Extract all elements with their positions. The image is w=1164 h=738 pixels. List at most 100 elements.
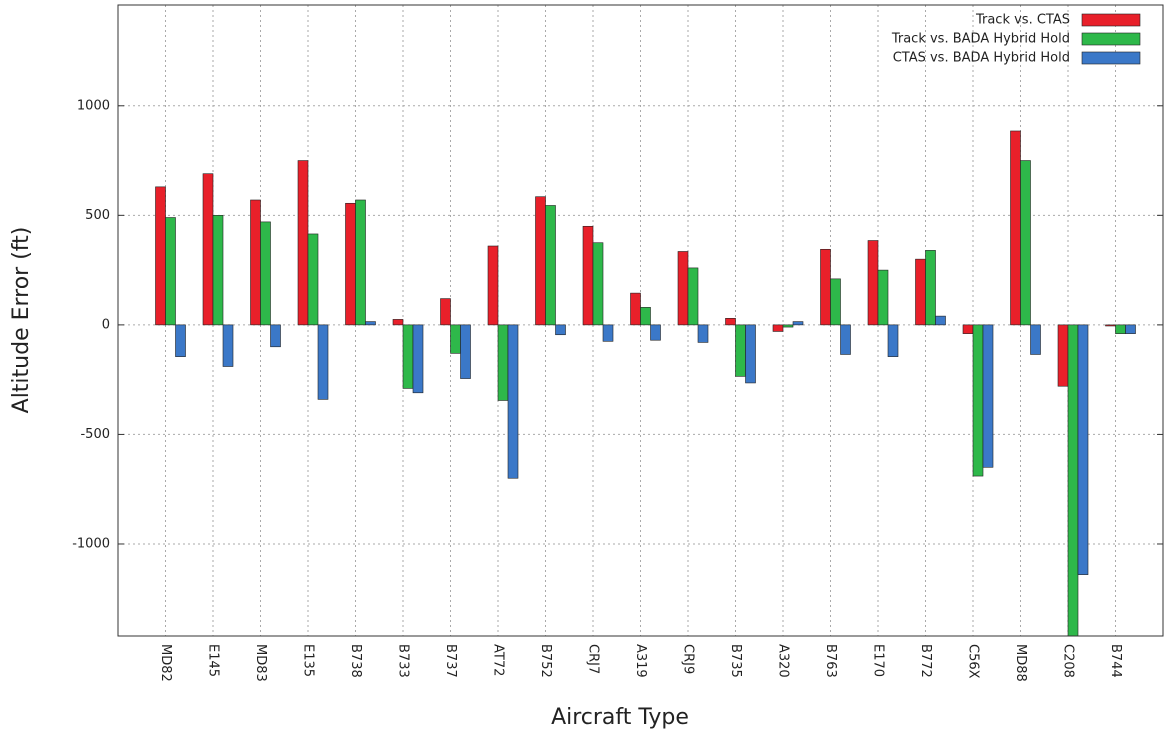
bar — [545, 205, 556, 326]
bar — [307, 233, 319, 326]
bar — [317, 324, 329, 400]
x-axis-title: Aircraft Type — [551, 705, 689, 730]
x-tick-label: B772 — [918, 644, 933, 678]
y-tick-label: 0 — [102, 317, 110, 332]
x-tick-label: B735 — [728, 644, 743, 678]
bar — [155, 186, 166, 326]
bar — [630, 292, 641, 326]
bar — [1010, 130, 1021, 326]
x-tick-label: E170 — [871, 644, 886, 677]
bar — [582, 225, 594, 326]
y-tick-label: -1000 — [72, 536, 110, 551]
bar — [782, 324, 794, 328]
bar — [1105, 324, 1116, 327]
bar — [650, 324, 661, 341]
x-tick-label: A319 — [633, 644, 648, 678]
bar — [687, 267, 699, 326]
bar — [250, 199, 261, 326]
bar — [175, 324, 186, 357]
x-tick-label: C56X — [966, 644, 981, 679]
x-tick-label: E145 — [206, 644, 221, 677]
bar — [1020, 160, 1031, 326]
legend-swatch — [1081, 13, 1141, 27]
bar — [555, 324, 566, 336]
x-tick-label: B738 — [348, 644, 363, 678]
bar — [935, 315, 946, 326]
x-tick-label: MD88 — [1013, 644, 1028, 682]
x-tick-label: AT72 — [491, 644, 506, 676]
legend-swatch — [1081, 32, 1141, 46]
bar — [640, 307, 651, 326]
bar — [402, 324, 414, 389]
bar — [602, 324, 614, 342]
plot-frame — [117, 4, 1164, 637]
bar — [725, 318, 736, 326]
bar — [772, 324, 784, 332]
x-tick-label: C208 — [1061, 644, 1076, 678]
x-tick-label: B752 — [538, 644, 553, 678]
bar — [460, 324, 471, 379]
bar — [792, 321, 804, 326]
bar — [840, 324, 851, 355]
bar — [745, 324, 756, 384]
bar — [212, 215, 224, 326]
bar — [1077, 324, 1089, 575]
bar — [345, 202, 356, 326]
bar — [1115, 324, 1126, 334]
x-tick-label: B744 — [1108, 644, 1123, 678]
bar — [355, 199, 366, 326]
bar — [392, 319, 404, 326]
legend-label: CTAS vs. BADA Hybrid Hold — [893, 51, 1070, 66]
x-tick-label: CRJ9 — [681, 644, 696, 674]
bar — [165, 217, 176, 326]
bar — [697, 324, 709, 343]
bar — [507, 324, 519, 479]
bar — [450, 324, 461, 354]
x-tick-label: B763 — [823, 644, 838, 678]
bar — [535, 196, 546, 326]
bar — [1067, 324, 1079, 636]
y-tick-label: 500 — [85, 208, 110, 223]
legend-label: Track vs. BADA Hybrid Hold — [891, 32, 1070, 47]
bar — [412, 324, 424, 394]
x-tick-label: A320 — [776, 644, 791, 678]
bar — [202, 173, 214, 326]
y-tick-label: -500 — [80, 427, 110, 442]
bar — [972, 324, 984, 477]
y-tick-label: 1000 — [77, 98, 110, 113]
bar — [365, 321, 376, 326]
bar — [915, 258, 926, 326]
bar — [592, 242, 604, 326]
bar — [820, 248, 831, 326]
bar — [270, 324, 281, 348]
bar — [677, 251, 689, 326]
legend-label: Track vs. CTAS — [975, 13, 1070, 28]
legend-swatch — [1081, 51, 1141, 65]
x-tick-label: B733 — [396, 644, 411, 678]
bar — [925, 250, 936, 326]
bar — [830, 278, 841, 326]
bars — [155, 130, 1136, 636]
bar — [735, 324, 746, 377]
bar — [440, 298, 451, 326]
bar — [1030, 324, 1041, 355]
x-tick-label: CRJ7 — [586, 644, 601, 674]
bar — [867, 240, 879, 326]
bar — [982, 324, 994, 468]
x-tick-label: MD83 — [253, 644, 268, 682]
bar — [962, 324, 974, 334]
x-tick-label: E135 — [301, 644, 316, 677]
bar — [877, 269, 889, 326]
bar — [260, 221, 271, 326]
x-tick-label: MD82 — [158, 644, 173, 682]
bar — [497, 324, 509, 401]
bar — [222, 324, 234, 367]
y-axis-title: Altitude Error (ft) — [9, 227, 34, 414]
bar — [1125, 324, 1136, 334]
bar — [887, 324, 899, 357]
bar — [1057, 324, 1069, 387]
bar — [487, 245, 499, 326]
bar — [297, 160, 309, 326]
x-tick-label: B737 — [443, 644, 458, 678]
